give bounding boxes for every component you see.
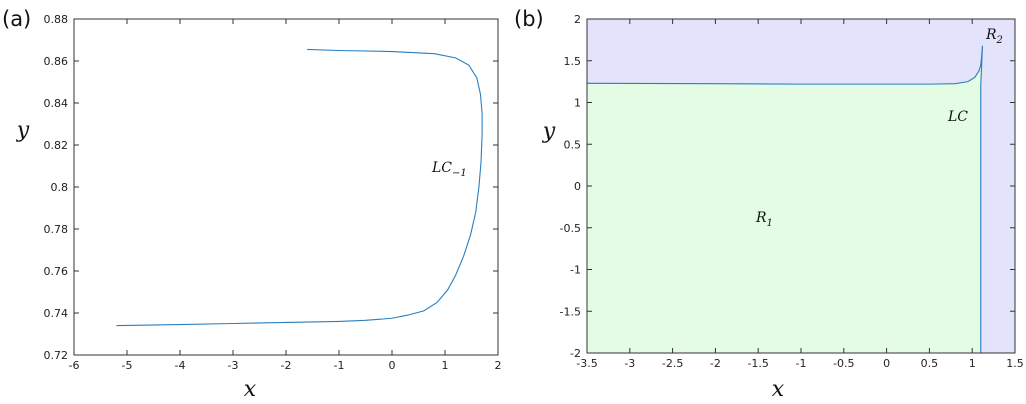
panel-a-x-tick-label: 2: [495, 359, 502, 372]
panel-a-y-tick-label: 0.88: [44, 13, 69, 26]
panel-b-x-tick-label: 0.5: [921, 357, 939, 370]
panel-a-plot-frame: [73, 18, 499, 356]
panel-a-y-tick-label: 0.84: [44, 97, 69, 110]
panel-a-y-tick-label: 0.8: [51, 181, 69, 194]
panel-a-x-tick-label: -1: [334, 359, 345, 372]
panel-b-y-tick-label: -2: [570, 347, 581, 360]
panel-b-y-tick-label: 2: [574, 13, 581, 26]
annotation-r1-sub: 1: [767, 218, 773, 229]
panel-b-y-tick-label: 1.5: [564, 55, 582, 68]
panel-b-y-ticks: -2 -1.5 -1 -0.5 0 0.5 1 1.5 2: [560, 13, 1015, 360]
panel-b: (b) -3.5 -3 -2.5 -2 -1.5 -1 -0.5 0 0.5 1 1.5 -2 -1.…: [514, 7, 1024, 402]
panel-a-y-tick-label: 0.86: [44, 55, 69, 68]
panel-a-y-tick-label: 0.72: [44, 349, 69, 362]
panel-a-x-tick-label: -3: [228, 359, 239, 372]
panel-b-y-tick-label: -1: [570, 264, 581, 277]
panel-a-y-tick-label: 0.78: [44, 223, 69, 236]
panel-a-x-tick-label: -2: [281, 359, 292, 372]
annotation-r2-base: R: [985, 27, 997, 43]
panel-a-label: (a): [2, 7, 31, 31]
panel-a-x-axis-label: x: [244, 377, 257, 402]
panel-a-y-ticks: 0.72 0.74 0.76 0.78 0.8 0.82 0.84 0.86 0.88: [44, 13, 498, 362]
panel-a-x-tick-label: -5: [122, 359, 133, 372]
panel-a-x-tick-label: -4: [175, 359, 186, 372]
panel-b-x-tick-label: -2: [710, 357, 721, 370]
annotation-r1-base: R: [755, 210, 767, 226]
panel-b-y-axis-label: y: [542, 119, 556, 144]
panel-a-x-tick-label: -6: [69, 359, 80, 372]
panel-a-x-tick-label: 0: [389, 359, 396, 372]
panel-b-x-tick-label: -1.5: [747, 357, 768, 370]
panel-a-y-tick-label: 0.74: [44, 307, 69, 320]
panel-b-x-ticks: -3.5 -3 -2.5 -2 -1.5 -1 -0.5 0 0.5 1 1.5: [576, 19, 1024, 370]
panel-b-y-tick-label: -1.5: [560, 305, 581, 318]
panel-b-y-tick-label: 1: [574, 97, 581, 110]
panel-b-x-axis-label: x: [772, 377, 785, 402]
panel-b-x-tick-label: 1: [969, 357, 976, 370]
annotation-lc: LC: [947, 109, 968, 125]
panel-a-y-tick-label: 0.82: [44, 139, 69, 152]
panel-a-annotation-sub: −1: [452, 168, 467, 179]
panel-b-y-tick-label: 0.5: [564, 138, 582, 151]
panel-b-x-tick-label: 1.5: [1006, 357, 1024, 370]
panel-a-y-axis-label: y: [16, 118, 30, 143]
region-r1-fill: [587, 45, 983, 353]
panel-b-x-tick-label: -3.5: [576, 357, 597, 370]
panel-a: (a) -6 -5 -4 -3 -2 -1 0 1 2 0.720.740.760.780.80…: [2, 7, 502, 402]
panel-b-label: (b): [514, 7, 544, 31]
panel-a-annotation-base: LC: [431, 160, 452, 176]
panel-a-limit-cycle-line: [116, 48, 483, 327]
panel-b-y-tick-label: -0.5: [560, 222, 581, 235]
panel-a-annotation: LC−1: [431, 160, 467, 179]
annotation-r2: R2: [985, 27, 1003, 46]
panel-b-y-tick-label: 0: [574, 180, 581, 193]
panel-a-x-tick-label: 1: [442, 359, 449, 372]
panel-b-x-tick-label: -2.5: [662, 357, 683, 370]
panel-b-limit-cycle-line: [586, 45, 984, 353]
panel-b-x-tick-label: -1: [796, 357, 807, 370]
panel-b-x-tick-label: -3: [624, 357, 635, 370]
panel-a-x-ticks: -6 -5 -4 -3 -2 -1 0 1 2: [69, 19, 502, 372]
annotation-r2-sub: 2: [996, 35, 1003, 46]
panel-b-x-tick-label: 0: [883, 357, 890, 370]
annotation-r1: R1: [755, 210, 773, 229]
panel-a-y-tick-label: 0.76: [44, 265, 69, 278]
panel-b-x-tick-label: -0.5: [833, 357, 854, 370]
